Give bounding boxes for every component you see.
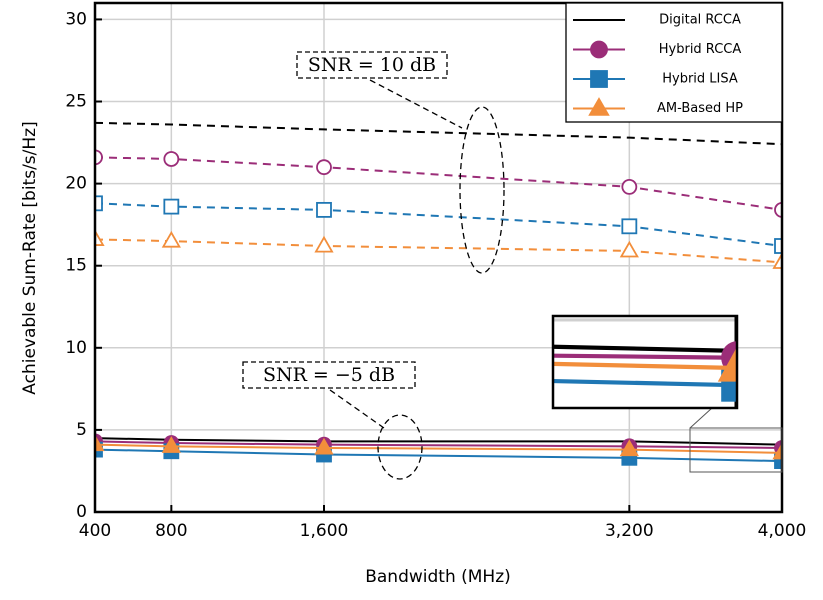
ticks: 0 5 10 15 20 25 30 400 800 1,600 3,200 4,000 xyxy=(65,9,806,541)
marker xyxy=(316,159,332,176)
annotation-box xyxy=(242,361,416,389)
marker xyxy=(95,229,105,246)
y-tick-label: 25 xyxy=(65,92,87,112)
annotation-leader xyxy=(329,389,385,429)
marker xyxy=(163,198,180,215)
marker xyxy=(774,453,782,470)
marker xyxy=(621,218,638,235)
marker xyxy=(161,230,181,248)
marker xyxy=(772,252,782,269)
annotation-leader xyxy=(369,79,463,129)
marker xyxy=(316,201,332,218)
y-tick-label: 10 xyxy=(65,338,87,358)
annotation-ellipse xyxy=(459,106,505,274)
marker xyxy=(619,439,639,457)
legend-label: Digital RCCA xyxy=(659,13,741,28)
y-tick-label: 0 xyxy=(76,502,87,522)
marker xyxy=(772,442,782,460)
x-tick-label: 3,200 xyxy=(605,521,654,541)
marker xyxy=(588,97,610,116)
annotation-text: SNR = 10 dB xyxy=(308,54,436,76)
inset-content xyxy=(418,316,737,408)
series-line xyxy=(95,121,782,146)
series-line xyxy=(95,238,782,264)
legend-label: Hybrid RCCA xyxy=(659,42,742,57)
inset-clip xyxy=(418,316,737,408)
marker xyxy=(95,434,105,452)
zoom-connector xyxy=(689,407,713,429)
x-axis-label: Bandwidth (MHz) xyxy=(365,567,511,587)
plot-area xyxy=(95,121,782,470)
marker xyxy=(717,346,737,382)
marker xyxy=(95,149,103,166)
x-tick-label: 4,000 xyxy=(758,521,807,541)
marker xyxy=(418,364,446,393)
y-tick-label: 20 xyxy=(65,174,87,194)
y-axis-label: Achievable Sum-Rate [bits/s/Hz] xyxy=(20,121,40,394)
marker xyxy=(314,437,334,455)
annotation-ellipse xyxy=(377,414,423,480)
y-tick-label: 15 xyxy=(65,256,87,276)
marker xyxy=(418,340,446,369)
annotation-box xyxy=(296,51,448,79)
y-tick-label: 30 xyxy=(65,9,87,29)
marker xyxy=(314,235,334,253)
marker xyxy=(774,201,782,218)
legend: Digital RCCA Hybrid RCCA Hybrid LISA AM-Bas… xyxy=(565,2,783,123)
series-line xyxy=(95,202,782,247)
legend-box xyxy=(565,2,783,123)
marker xyxy=(621,178,638,195)
marker xyxy=(95,195,103,212)
annotation-text: SNR = −5 dB xyxy=(263,364,395,386)
plot-frame xyxy=(93,1,784,514)
marker xyxy=(619,240,639,258)
marker xyxy=(590,70,608,88)
zoom-region xyxy=(689,427,783,473)
inset-frame xyxy=(551,314,739,410)
marker xyxy=(590,40,608,59)
marker xyxy=(774,238,782,254)
y-tick-label: 5 xyxy=(76,420,87,440)
annotations: SNR = 10 dB SNR = −5 dB xyxy=(242,51,505,480)
inset xyxy=(418,314,783,473)
inset-bg xyxy=(553,316,737,408)
legend-label: Hybrid LISA xyxy=(662,72,738,87)
x-tick-label: 800 xyxy=(155,521,187,541)
x-tick-label: 1,600 xyxy=(300,521,349,541)
marker xyxy=(163,151,180,167)
x-tick-label: 400 xyxy=(79,521,111,541)
marker xyxy=(161,436,181,453)
legend-label: AM-Based HP xyxy=(657,101,743,116)
